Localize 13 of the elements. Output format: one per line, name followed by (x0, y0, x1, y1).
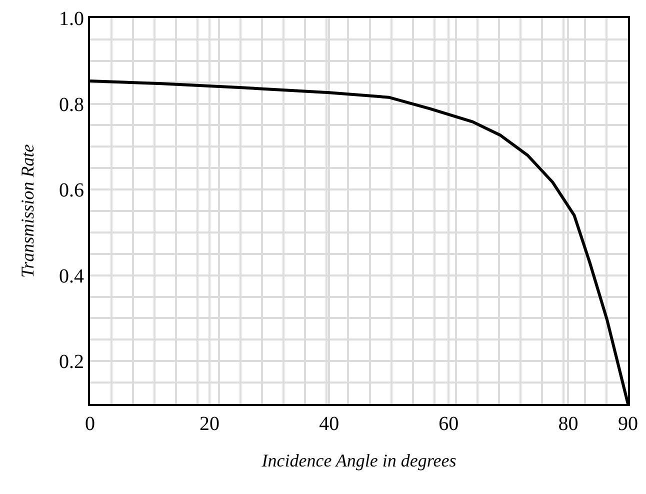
y-tick-label: 0.4 (59, 265, 84, 288)
x-tick-label: 20 (200, 413, 220, 435)
y-tick-label: 0.8 (59, 94, 84, 116)
y-tick-label: 0.6 (59, 180, 84, 202)
x-tick-label: 40 (319, 413, 340, 435)
x-tick-label: 0 (85, 413, 95, 435)
x-tick-label: 60 (438, 413, 459, 435)
y-axis-title: Transmission Rate (18, 144, 38, 278)
x-tick-label: 80 (558, 413, 578, 435)
x-tick-label: 90 (618, 413, 638, 435)
y-tick-label: 1.0 (59, 8, 84, 30)
y-tick-label: 0.2 (59, 351, 84, 374)
x-axis-title: Incidence Angle in degrees (260, 450, 456, 471)
